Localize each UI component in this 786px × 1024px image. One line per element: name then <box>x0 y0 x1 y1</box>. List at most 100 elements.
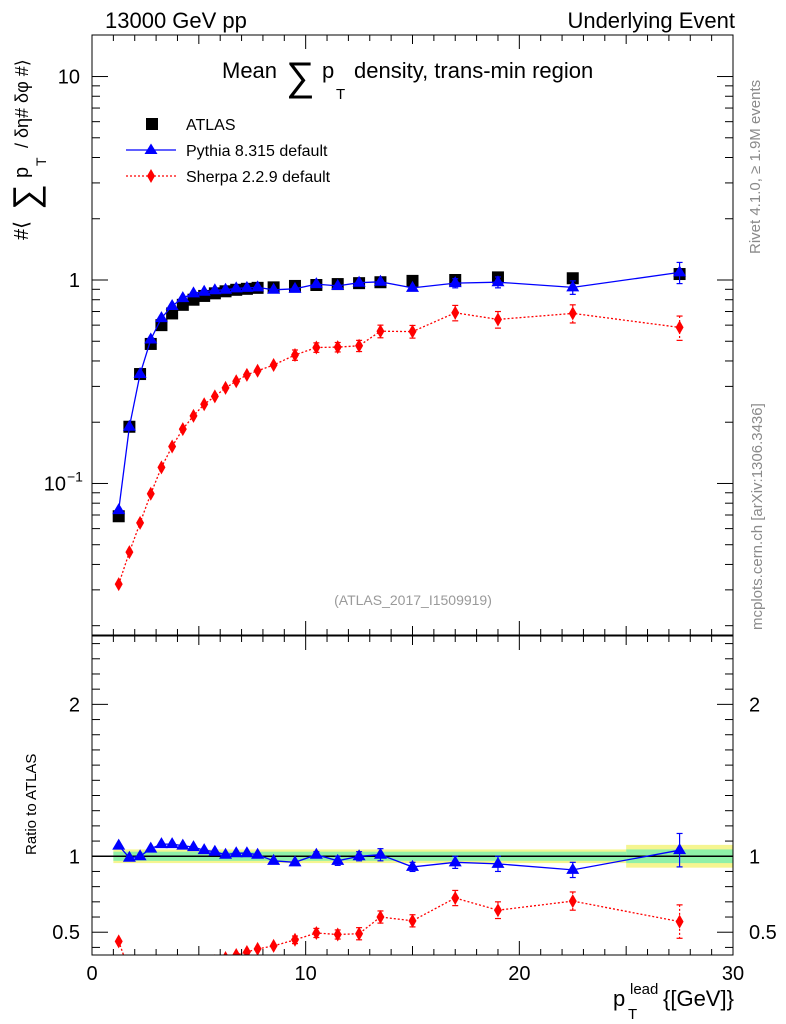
title-suffix: density, trans-min region <box>354 58 593 83</box>
y-tick-label-ratio-right: 1 <box>749 846 760 868</box>
data-point-sherpa <box>269 938 278 953</box>
y-tick-label-base: 10 <box>44 473 66 495</box>
data-point-pythia <box>112 838 126 850</box>
legend-entry-pythia: Pythia 8.315 default <box>126 143 328 160</box>
y-tick-label-exp: −1 <box>67 468 83 484</box>
data-point-sherpa <box>333 340 342 355</box>
data-point-pythia <box>197 284 211 296</box>
data-point-atlas <box>155 319 168 332</box>
data-point-pythia <box>566 862 580 874</box>
data-point-sherpa <box>114 577 123 592</box>
legend-marker-sherpa <box>147 169 155 183</box>
data-point-sherpa <box>136 972 144 986</box>
ylabel-rest: / δη# δφ #⟩ <box>12 59 32 148</box>
chart-title: Mean ∑ p T density, trans-min region <box>222 55 593 103</box>
data-point-sherpa <box>376 324 385 339</box>
data-point-sherpa <box>221 380 230 395</box>
header-right: Underlying Event <box>567 8 735 33</box>
legend-entry-atlas: ATLAS <box>146 117 236 134</box>
data-point-sherpa <box>493 312 502 327</box>
rivet-version-label: Rivet 4.1.0, ≥ 1.9M events <box>747 80 764 254</box>
ratio-y-axis-label: Ratio to ATLAS <box>23 754 40 855</box>
data-point-sherpa <box>312 925 321 940</box>
title-prefix: Mean <box>222 58 277 83</box>
legend-marker-atlas <box>146 118 158 130</box>
ylabel-p: p <box>11 167 33 178</box>
data-point-pythia <box>673 265 687 277</box>
series-pythia <box>112 261 687 515</box>
data-point-pythia <box>352 849 366 861</box>
data-point-sherpa <box>269 358 278 373</box>
y-tick-label-base: 1 <box>69 270 80 292</box>
data-point-sherpa <box>189 408 198 423</box>
data-point-sherpa <box>451 305 460 320</box>
data-point-pythia <box>219 847 233 859</box>
data-point-sherpa <box>232 374 241 389</box>
x-tick-label: 30 <box>722 963 744 985</box>
xlabel-subscript: T <box>628 1006 637 1023</box>
data-point-sherpa <box>451 891 460 906</box>
data-point-atlas <box>166 307 179 320</box>
title-sigma: ∑ <box>286 55 315 99</box>
y-tick-label-ratio: 0.5 <box>52 922 80 944</box>
data-point-pythia <box>122 419 136 431</box>
data-point-sherpa <box>242 944 251 955</box>
y-tick-label-main: 10 −1 <box>44 468 83 495</box>
data-point-pythia <box>251 847 265 859</box>
xlabel-p: p <box>613 986 625 1011</box>
data-point-pythia <box>176 838 190 850</box>
data-point-pythia <box>352 275 366 287</box>
data-point-sherpa <box>290 347 299 362</box>
data-point-pythia <box>186 840 200 852</box>
series-line-sherpa <box>118 897 680 955</box>
data-point-pythia <box>288 281 302 293</box>
data-point-pythia <box>331 278 345 290</box>
y-tick-label-base: 10 <box>58 67 80 89</box>
title-subscript: T <box>336 86 345 103</box>
data-point-pythia <box>448 855 462 867</box>
data-point-sherpa <box>493 903 502 918</box>
data-point-pythia <box>448 276 462 288</box>
data-point-sherpa <box>147 974 155 988</box>
data-point-sherpa <box>157 460 166 475</box>
data-point-sherpa <box>200 957 208 971</box>
data-point-sherpa <box>408 913 417 928</box>
data-point-pythia <box>309 277 323 289</box>
ratio-plot-frame <box>91 635 734 956</box>
data-point-pythia <box>491 856 505 868</box>
data-point-sherpa <box>675 320 684 335</box>
data-point-sherpa <box>675 914 684 929</box>
legend-label-sherpa: Sherpa 2.2.9 default <box>186 169 331 186</box>
legend-marker-pythia <box>144 143 158 154</box>
data-point-pythia <box>176 291 190 303</box>
data-point-sherpa <box>312 340 321 355</box>
data-point-pythia <box>251 280 265 292</box>
data-point-pythia <box>240 280 254 292</box>
y-tick-label-ratio: 1 <box>69 846 80 868</box>
data-point-pythia <box>219 282 233 294</box>
ratio-series-group <box>112 832 687 988</box>
xlabel-superscript: lead <box>630 981 658 998</box>
data-point-pythia <box>229 281 243 293</box>
xlabel-unit: {[GeV]} <box>663 986 734 1011</box>
data-point-sherpa <box>125 545 134 560</box>
y-tick-label-main: 1 <box>69 270 80 292</box>
series-pythia <box>112 832 687 879</box>
data-point-pythia <box>208 844 222 856</box>
data-point-pythia <box>144 332 158 344</box>
x-axis-label: p T lead {[GeV]} <box>613 981 734 1023</box>
data-point-pythia <box>133 849 147 861</box>
data-point-sherpa <box>210 389 219 404</box>
analysis-id-label: (ATLAS_2017_I1509919) <box>334 592 492 608</box>
data-point-sherpa <box>253 363 262 378</box>
data-point-pythia <box>186 286 200 298</box>
data-point-sherpa <box>333 927 342 942</box>
data-point-sherpa <box>178 422 187 437</box>
data-point-pythia <box>144 841 158 853</box>
x-tick-label: 20 <box>508 963 530 985</box>
legend: ATLAS Pythia 8.315 default Sherpa 2.2.9 … <box>126 117 331 186</box>
legend-label-pythia: Pythia 8.315 default <box>186 143 328 160</box>
data-point-sherpa <box>114 934 123 949</box>
